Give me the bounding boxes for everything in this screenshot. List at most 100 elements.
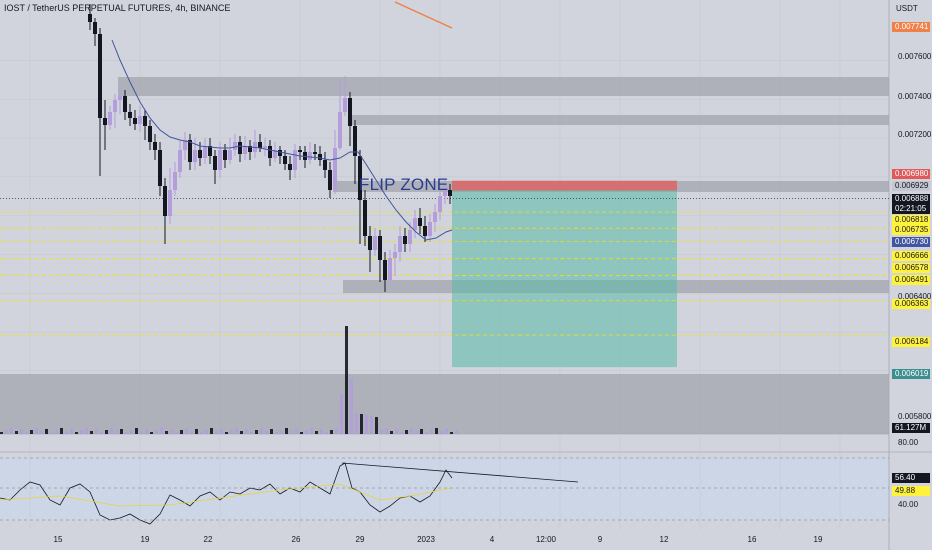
candle-body [358, 156, 362, 200]
volume-bar [255, 430, 258, 434]
volume-bar [25, 432, 28, 434]
volume-bar [260, 428, 263, 434]
volume-bar [440, 431, 443, 434]
price-badge: 0.007741 [892, 22, 930, 32]
trend-line [394, 1, 453, 29]
price-tick: 0.007200 [898, 130, 932, 139]
price-badge: 0.006818 [892, 215, 930, 225]
candle-body [418, 218, 422, 226]
volume-bar [170, 429, 173, 434]
price-badge: 61.127M [892, 423, 930, 433]
flip-zone-label[interactable]: FLIP ZONE [359, 175, 449, 194]
rsi-badge: 56.40 [892, 473, 930, 483]
candle-body [138, 116, 142, 124]
candle-body [293, 150, 297, 170]
time-tick: 19 [813, 535, 823, 544]
volume-bar [395, 429, 398, 434]
volume-bar [130, 430, 133, 434]
candle-body [408, 230, 412, 244]
volume-bar [375, 417, 378, 434]
volume-bar [20, 429, 23, 434]
price-badge: 0.006929 [892, 181, 930, 191]
rsi-line [0, 462, 453, 525]
price-badge: 0.006363 [892, 299, 930, 309]
candle-body [238, 142, 242, 154]
candle-body [213, 156, 217, 170]
candle-body [203, 146, 207, 158]
volume-bar [435, 428, 438, 434]
symbol-title[interactable]: IOST / TetherUS PERPETUAL FUTURES, 4h, B… [4, 3, 231, 13]
candle-body [343, 98, 347, 112]
volume-bar [30, 430, 33, 434]
volume-bar [330, 430, 333, 434]
time-tick: 29 [355, 535, 365, 544]
volume-bar [180, 430, 183, 434]
price-badge: 0.006019 [892, 369, 930, 379]
price-badge: 0.006980 [892, 169, 930, 179]
candle-body [148, 126, 152, 142]
candle-body [98, 34, 102, 118]
volume-bar [380, 430, 383, 434]
volume-bar [390, 431, 393, 434]
candle-body [133, 118, 137, 124]
rsi-band [0, 458, 889, 520]
volume-bar [50, 432, 53, 434]
volume-bar [365, 415, 368, 434]
rsi-tick: 40.00 [898, 500, 919, 509]
candle-body [128, 112, 132, 118]
volume-bar [370, 416, 373, 434]
candle-body [163, 186, 167, 216]
volume-bar [245, 429, 248, 434]
candle-body [313, 152, 317, 154]
candle-body [318, 154, 322, 160]
candle-body [218, 150, 222, 170]
volume-bar [355, 413, 358, 434]
volume-bar [40, 431, 43, 434]
volume-bar [305, 430, 308, 434]
volume-bar [445, 429, 448, 434]
volume-bar [240, 431, 243, 434]
volume-bar [200, 432, 203, 434]
volume-bar [270, 429, 273, 434]
volume-bar [125, 432, 128, 434]
candle-body [178, 150, 182, 172]
price-badge: 0.006735 [892, 225, 930, 235]
volume-bar [265, 431, 268, 434]
candle-body [283, 156, 287, 164]
volume-bar [140, 431, 143, 434]
candle-body [233, 142, 237, 150]
candle-body [168, 190, 172, 216]
candle-body [363, 200, 367, 236]
candle-body [298, 150, 302, 152]
time-tick: 12 [659, 535, 669, 544]
volume-bar [300, 432, 303, 434]
volume-bar [210, 428, 213, 434]
volume-bar [155, 430, 158, 434]
volume-bar [415, 431, 418, 434]
volume-bar [315, 431, 318, 434]
candle-body [103, 118, 107, 125]
price-badge: 0.006666 [892, 251, 930, 261]
rsi-ma-line [0, 483, 453, 507]
volume-bar [95, 429, 98, 434]
candle-body [113, 100, 117, 112]
volume-bar [325, 432, 328, 434]
stop-loss-zone [452, 180, 677, 191]
volume-bar [385, 428, 388, 434]
volume-bar [160, 428, 163, 434]
volume-bar [340, 394, 343, 434]
candle-body [208, 146, 212, 156]
volume-bar [110, 428, 113, 434]
volume-bar [410, 428, 413, 434]
price-badge: 0.006184 [892, 337, 930, 347]
time-tick: 9 [597, 535, 603, 544]
volume-bar [350, 378, 353, 434]
volume-bar [400, 432, 403, 434]
time-tick: 15 [53, 535, 63, 544]
price-badge: 02:21:05 [892, 204, 930, 214]
volume-bar [35, 428, 38, 434]
candle-body [268, 146, 272, 158]
time-tick: 4 [489, 535, 495, 544]
